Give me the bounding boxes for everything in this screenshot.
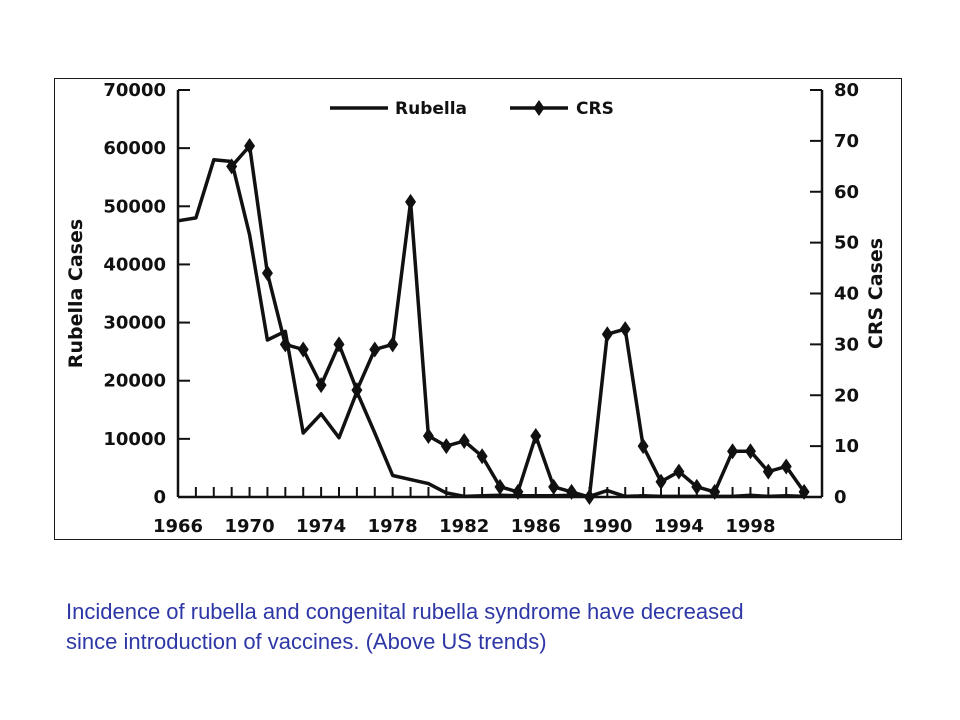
left-tick-label: 10000 — [103, 429, 166, 450]
left-tick-label: 30000 — [103, 313, 166, 334]
crs-point-marker — [798, 483, 810, 500]
crs-point-marker — [244, 137, 256, 154]
right-tick-label: 70 — [834, 131, 859, 152]
crs-point-marker — [619, 321, 631, 338]
crs-point-marker — [744, 443, 756, 460]
right-axis-title: CRS Cases — [865, 238, 887, 349]
legend-crs-marker — [533, 100, 545, 116]
x-tick-label: 1966 — [153, 516, 203, 537]
series-layer — [177, 137, 810, 505]
crs-point-marker — [673, 463, 685, 480]
right-tick-label: 40 — [834, 284, 859, 305]
crs-point-marker — [762, 463, 774, 480]
x-tick-label: 1998 — [725, 516, 775, 537]
x-tick-label: 1994 — [654, 516, 704, 537]
crs-point-marker — [530, 427, 542, 444]
right-tick-label: 60 — [834, 182, 859, 203]
right-tick-label: 10 — [834, 436, 859, 457]
crs-point-marker — [637, 438, 649, 455]
crs-point-marker — [458, 433, 470, 450]
crs-point-marker — [601, 326, 613, 343]
left-tick-label: 0 — [153, 487, 166, 508]
crs-point-marker — [494, 478, 506, 495]
caption: Incidence of rubella and congenital rube… — [66, 597, 926, 657]
legend: Rubella CRS — [330, 99, 614, 119]
crs-point-marker — [691, 478, 703, 495]
crs-point-marker — [727, 443, 739, 460]
crs-point-marker — [780, 458, 792, 475]
right-tick-label: 0 — [834, 487, 847, 508]
crs-point-marker — [333, 336, 345, 353]
series-line-crs — [230, 144, 806, 499]
legend-crs-label: CRS — [576, 99, 614, 119]
crs-point-marker — [279, 336, 291, 353]
left-tick-label: 40000 — [103, 254, 166, 275]
x-tick-label: 1990 — [582, 516, 632, 537]
right-tick-label: 50 — [834, 233, 859, 254]
series-line-rubella — [177, 158, 805, 499]
crs-point-marker — [226, 158, 238, 175]
right-tick-label: 30 — [834, 334, 859, 355]
x-tick-label: 1986 — [511, 516, 561, 537]
left-tick-label: 70000 — [103, 80, 166, 101]
crs-point-marker — [369, 341, 381, 358]
crs-point-marker — [315, 377, 327, 394]
crs-point-marker — [476, 448, 488, 465]
caption-line-2: since introduction of vaccines. (Above U… — [66, 629, 547, 654]
crs-point-marker — [387, 336, 399, 353]
crs-point-marker — [548, 478, 560, 495]
crs-point-marker — [566, 483, 578, 500]
legend-rubella-label: Rubella — [395, 99, 467, 119]
crs-point-marker — [709, 483, 721, 500]
crs-point-marker — [512, 483, 524, 500]
crs-point-marker — [440, 438, 452, 455]
left-axis-title: Rubella Cases — [65, 219, 87, 368]
right-tick-label: 80 — [834, 80, 859, 101]
crs-point-marker — [422, 427, 434, 444]
crs-point-marker — [405, 193, 417, 210]
right-tick-label: 20 — [834, 385, 859, 406]
left-tick-label: 20000 — [103, 371, 166, 392]
axes: 0 10000 20000 30000 40000 50000 60000 70000 0 10 2… — [65, 80, 887, 537]
crs-point-marker — [583, 489, 595, 505]
left-tick-label: 50000 — [103, 196, 166, 217]
x-tick-label: 1974 — [296, 516, 346, 537]
left-tick-label: 60000 — [103, 138, 166, 159]
crs-point-marker — [351, 382, 363, 399]
crs-point-marker — [297, 341, 309, 358]
x-tick-label: 1982 — [439, 516, 489, 537]
crs-point-marker — [261, 265, 273, 282]
x-tick-label: 1978 — [368, 516, 418, 537]
crs-point-marker — [655, 473, 667, 490]
x-tick-label: 1970 — [225, 516, 275, 537]
caption-line-1: Incidence of rubella and congenital rube… — [66, 599, 744, 624]
